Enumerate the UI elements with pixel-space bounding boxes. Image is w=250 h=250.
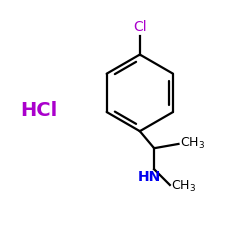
Text: Cl: Cl bbox=[133, 20, 147, 34]
Text: CH$_3$: CH$_3$ bbox=[171, 179, 196, 194]
Text: HN: HN bbox=[138, 170, 161, 184]
Text: CH$_3$: CH$_3$ bbox=[180, 136, 205, 152]
Text: HCl: HCl bbox=[20, 101, 57, 120]
